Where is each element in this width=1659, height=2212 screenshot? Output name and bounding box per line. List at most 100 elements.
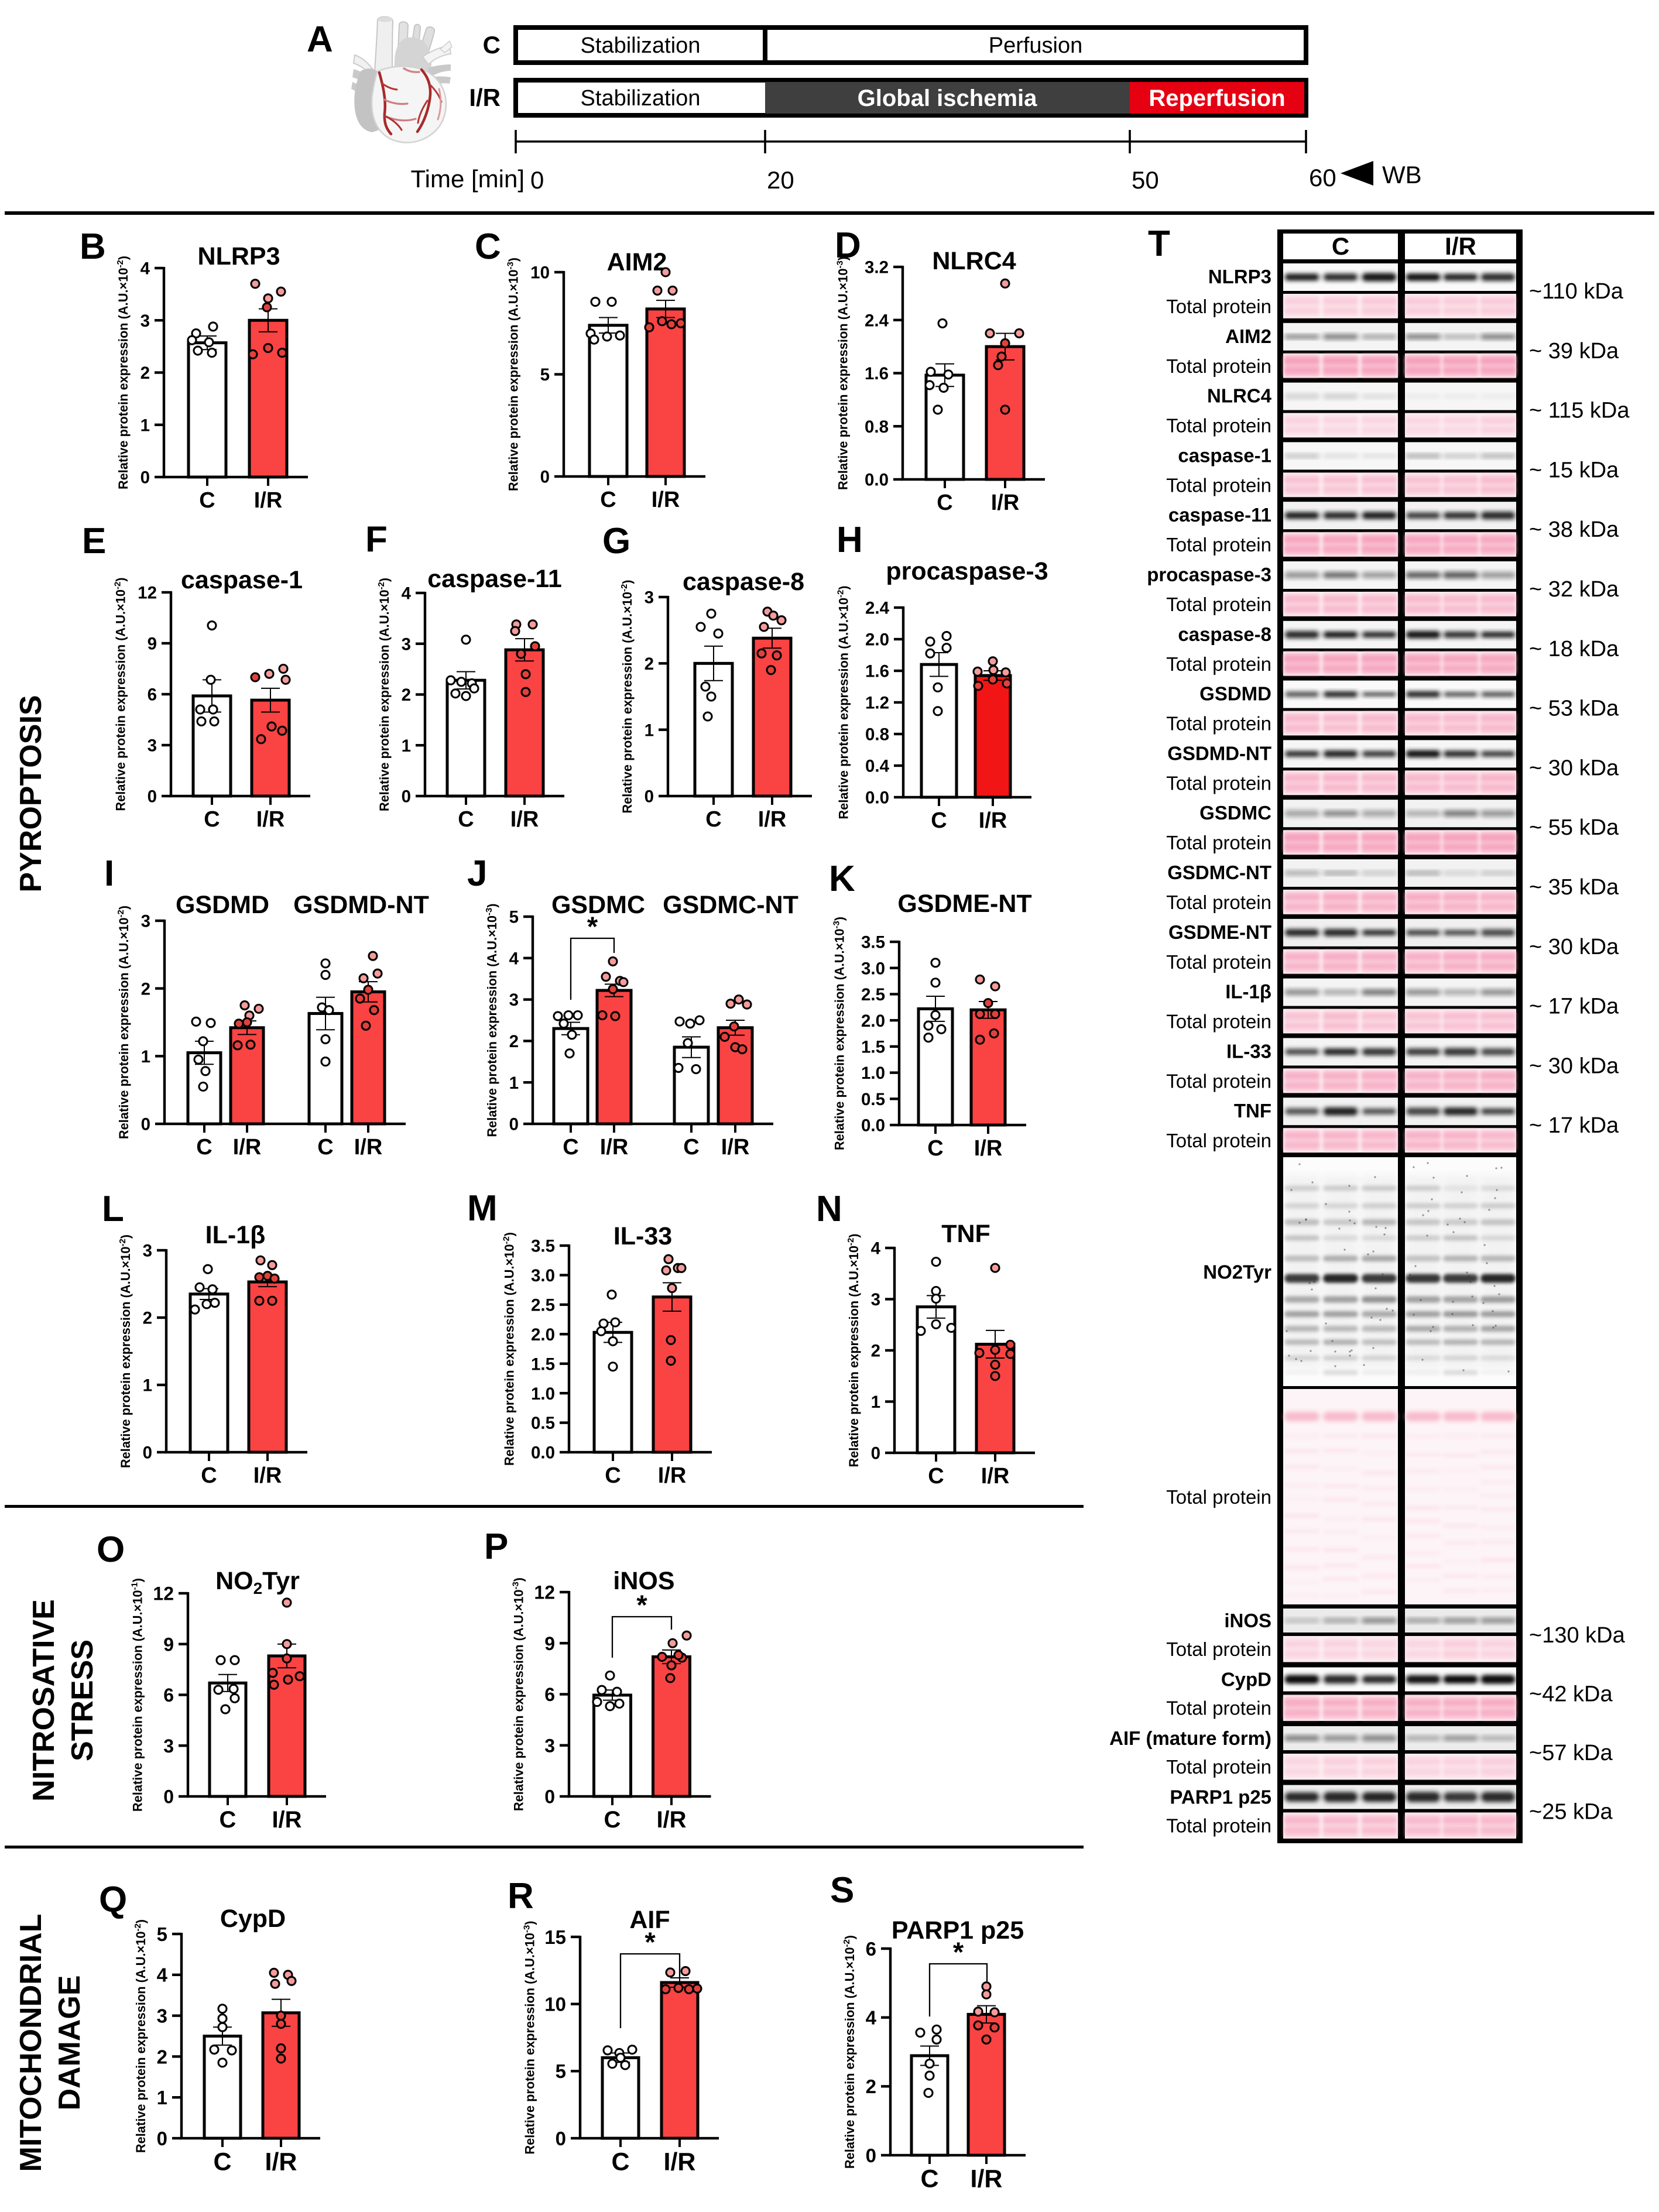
svg-text:iNOS: iNOS — [613, 1567, 674, 1595]
svg-text:C: C — [937, 491, 952, 515]
svg-text:12: 12 — [534, 1582, 555, 1603]
svg-text:2.0: 2.0 — [865, 630, 889, 650]
svg-text:2: 2 — [509, 1032, 519, 1051]
svg-text:Relative protein expression (A: Relative protein expression (A.U.×10-1) — [130, 1578, 145, 1812]
svg-text:I/R: I/R — [265, 2148, 297, 2176]
svg-text:GSDMD: GSDMD — [176, 891, 269, 919]
svg-text:6: 6 — [163, 1685, 174, 1706]
svg-text:Relative protein expression (A: Relative protein expression (A.U.×10-2) — [835, 585, 851, 819]
svg-text:3: 3 — [544, 1735, 555, 1756]
svg-text:Reperfusion: Reperfusion — [1149, 85, 1285, 111]
svg-text:G: G — [602, 521, 630, 561]
svg-text:3: 3 — [402, 635, 411, 654]
svg-text:1.2: 1.2 — [865, 694, 889, 713]
svg-text:2: 2 — [871, 1342, 880, 1361]
svg-text:0: 0 — [402, 787, 411, 807]
svg-text:caspase-11: caspase-11 — [1168, 504, 1271, 526]
svg-text:caspase-11: caspase-11 — [427, 565, 562, 593]
svg-text:*: * — [587, 911, 598, 942]
svg-text:~ 53 kDa: ~ 53 kDa — [1529, 697, 1619, 721]
svg-text:C: C — [204, 807, 220, 832]
svg-text:CypD: CypD — [220, 1905, 286, 1933]
svg-text:C: C — [458, 807, 474, 832]
svg-text:2: 2 — [157, 2046, 167, 2067]
svg-text:~ 30 kDa: ~ 30 kDa — [1529, 1054, 1619, 1078]
svg-text:1: 1 — [140, 416, 150, 435]
svg-text:0: 0 — [163, 1786, 174, 1808]
svg-text:~ 55 kDa: ~ 55 kDa — [1529, 815, 1619, 840]
svg-text:GSDMD-NT: GSDMD-NT — [293, 891, 429, 919]
svg-text:GSDMC-NT: GSDMC-NT — [663, 891, 798, 919]
svg-text:3.5: 3.5 — [531, 1237, 555, 1256]
svg-text:Total protein: Total protein — [1166, 1638, 1271, 1660]
svg-text:~ 17 kDa: ~ 17 kDa — [1529, 994, 1619, 1019]
svg-text:~ 39 kDa: ~ 39 kDa — [1529, 339, 1619, 363]
svg-text:I/R: I/R — [256, 807, 285, 832]
svg-text:PARP1 p25: PARP1 p25 — [892, 1916, 1024, 1944]
svg-text:0: 0 — [143, 1443, 152, 1463]
svg-text:0: 0 — [509, 1115, 519, 1134]
svg-text:I/R: I/R — [354, 1135, 383, 1160]
svg-text:Relative protein expression (A: Relative protein expression (A.U.×10-2) — [116, 906, 131, 1139]
svg-text:T: T — [1148, 224, 1170, 264]
svg-text:IL-33: IL-33 — [613, 1222, 672, 1250]
svg-text:0: 0 — [645, 787, 654, 807]
svg-text:Time [min]: Time [min] — [411, 165, 525, 193]
svg-text:Relative protein expression (A: Relative protein expression (A.U.×10-2) — [501, 1232, 516, 1466]
svg-text:Relative protein expression (A: Relative protein expression (A.U.×10-3) — [831, 917, 846, 1150]
svg-text:1: 1 — [509, 1074, 519, 1093]
svg-text:4: 4 — [866, 2007, 877, 2029]
svg-text:GSDMC-NT: GSDMC-NT — [1167, 862, 1271, 883]
svg-text:Relative protein expression (A: Relative protein expression (A.U.×10-3) — [511, 1577, 526, 1811]
svg-text:Relative protein expression (A: Relative protein expression (A.U.×10-3) — [484, 903, 499, 1137]
svg-text:~ 30 kDa: ~ 30 kDa — [1529, 935, 1619, 959]
svg-text:C: C — [683, 1135, 699, 1160]
svg-text:procaspase-3: procaspase-3 — [1147, 564, 1271, 585]
svg-text:A: A — [307, 19, 333, 60]
svg-text:NITROSATIVE: NITROSATIVE — [27, 1599, 61, 1802]
svg-text:0.5: 0.5 — [861, 1090, 885, 1109]
svg-text:N: N — [816, 1189, 842, 1229]
svg-text:50: 50 — [1132, 166, 1159, 194]
svg-text:0: 0 — [556, 2128, 566, 2149]
svg-text:I/R: I/R — [510, 807, 539, 832]
svg-text:C: C — [317, 1135, 333, 1160]
svg-text:0.8: 0.8 — [865, 417, 889, 437]
svg-text:procaspase-3: procaspase-3 — [886, 557, 1048, 585]
svg-text:6: 6 — [866, 1938, 876, 1960]
svg-text:3: 3 — [645, 588, 654, 608]
svg-text:Relative protein expression (A: Relative protein expression (A.U.×10-2) — [113, 577, 128, 811]
svg-text:Total protein: Total protein — [1166, 1011, 1271, 1033]
svg-text:I: I — [104, 853, 114, 894]
svg-text:2: 2 — [141, 979, 150, 999]
svg-text:C: C — [600, 488, 616, 512]
svg-text:S: S — [830, 1870, 854, 1911]
svg-text:Total protein: Total protein — [1166, 534, 1271, 555]
svg-text:4: 4 — [140, 259, 150, 279]
svg-text:C: C — [475, 227, 501, 267]
svg-text:0.0: 0.0 — [865, 788, 889, 808]
svg-text:I/R: I/R — [600, 1135, 629, 1160]
svg-text:Perfusion: Perfusion — [989, 33, 1083, 58]
svg-text:5: 5 — [540, 365, 550, 385]
svg-text:Relative protein expression (A: Relative protein expression (A.U.×10-2) — [846, 1233, 861, 1467]
svg-text:I/R: I/R — [254, 488, 283, 513]
svg-text:1: 1 — [402, 736, 411, 756]
svg-text:AIM2: AIM2 — [1225, 325, 1271, 347]
svg-text:I/R: I/R — [981, 1464, 1010, 1489]
svg-text:D: D — [835, 225, 861, 266]
svg-text:I/R: I/R — [656, 1807, 686, 1833]
svg-text:Total protein: Total protein — [1166, 1070, 1271, 1092]
svg-text:I/R: I/R — [974, 1136, 1003, 1161]
svg-text:5: 5 — [509, 908, 519, 927]
svg-text:Relative protein expression (A: Relative protein expression (A.U.×10-3) — [506, 258, 521, 491]
svg-text:I/R: I/R — [253, 1463, 282, 1488]
svg-text:caspase-1: caspase-1 — [1178, 444, 1271, 466]
svg-text:Total protein: Total protein — [1166, 713, 1271, 735]
svg-text:0.0: 0.0 — [865, 471, 889, 490]
svg-text:3: 3 — [509, 990, 519, 1010]
svg-text:0: 0 — [530, 166, 544, 194]
svg-text:C: C — [611, 2148, 629, 2176]
svg-text:1.6: 1.6 — [865, 662, 889, 681]
svg-text:~ 18 kDa: ~ 18 kDa — [1529, 637, 1619, 661]
